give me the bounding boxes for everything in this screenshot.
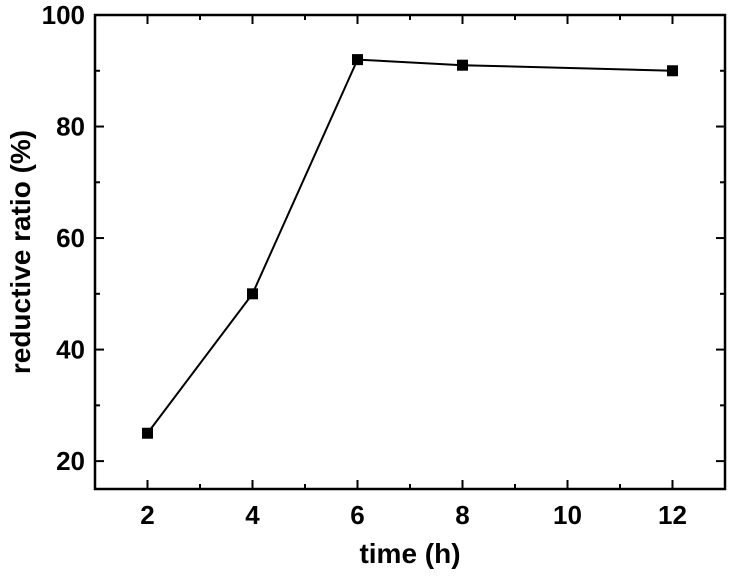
x-tick-label: 8 (455, 500, 469, 530)
x-axis-ticks: 2 4 6 8 10 12 (140, 15, 687, 530)
data-point-marker (142, 427, 153, 439)
data-point-marker (667, 65, 678, 77)
x-tick-label: 10 (553, 500, 582, 530)
x-axis-title: time (h) (359, 538, 460, 569)
series-line (146, 58, 673, 434)
series-layer (142, 54, 678, 439)
y-tick-label: 20 (56, 446, 85, 476)
data-point-marker (352, 54, 363, 66)
plot-frame (93, 13, 727, 491)
y-tick-label: 80 (56, 112, 85, 142)
x-tick-label: 2 (140, 500, 154, 530)
x-tick-label: 4 (245, 500, 260, 530)
y-tick-label: 60 (56, 223, 85, 253)
y-tick-label: 100 (42, 0, 85, 30)
y-axis-title: reductive ratio (%) (5, 130, 36, 374)
x-tick-label: 6 (350, 500, 364, 530)
data-point-marker (457, 59, 468, 71)
x-tick-label: 12 (658, 500, 687, 530)
data-point-marker (247, 288, 258, 300)
y-tick-label: 40 (56, 335, 85, 365)
y-axis-ticks: 20 40 60 80 100 (42, 0, 725, 476)
